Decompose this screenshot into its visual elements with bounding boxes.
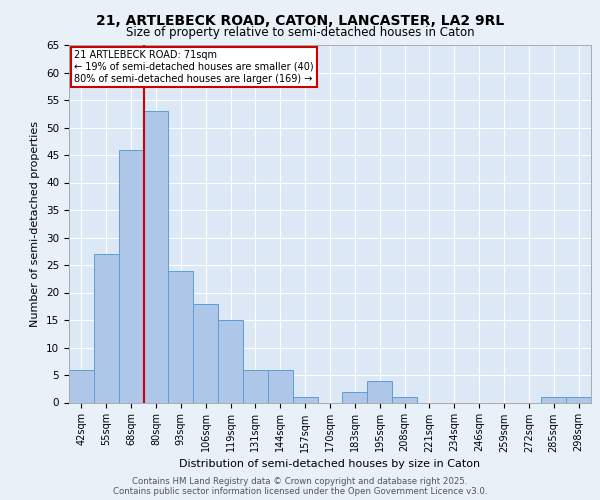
Bar (566, 397, 591, 402)
Bar (268, 370, 293, 402)
Bar (243, 370, 268, 402)
Text: Size of property relative to semi-detached houses in Caton: Size of property relative to semi-detach… (125, 26, 475, 39)
Bar (119, 150, 143, 402)
Bar (367, 380, 392, 402)
Text: 21 ARTLEBECK ROAD: 71sqm
← 19% of semi-detached houses are smaller (40)
80% of s: 21 ARTLEBECK ROAD: 71sqm ← 19% of semi-d… (74, 50, 314, 84)
Bar (69, 370, 94, 402)
Bar (143, 111, 169, 403)
Bar (94, 254, 119, 402)
Bar (193, 304, 218, 402)
Text: Contains HM Land Registry data © Crown copyright and database right 2025.
Contai: Contains HM Land Registry data © Crown c… (113, 476, 487, 496)
Bar (169, 270, 193, 402)
Text: 21, ARTLEBECK ROAD, CATON, LANCASTER, LA2 9RL: 21, ARTLEBECK ROAD, CATON, LANCASTER, LA… (96, 14, 504, 28)
Bar (218, 320, 243, 402)
Bar (392, 397, 417, 402)
X-axis label: Distribution of semi-detached houses by size in Caton: Distribution of semi-detached houses by … (179, 458, 481, 468)
Bar (343, 392, 367, 402)
Bar (293, 397, 317, 402)
Bar (541, 397, 566, 402)
Y-axis label: Number of semi-detached properties: Number of semi-detached properties (31, 120, 40, 327)
